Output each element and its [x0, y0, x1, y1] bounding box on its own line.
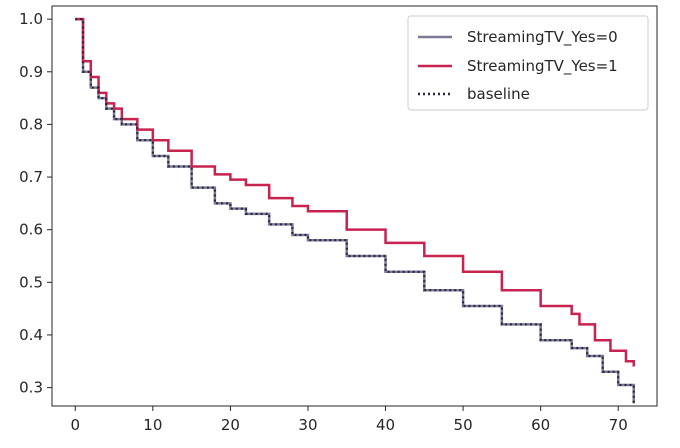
x-tick-label: 60 [531, 416, 550, 434]
x-tick-label: 10 [143, 416, 162, 434]
legend-box [407, 15, 649, 111]
x-tick-label: 0 [70, 416, 80, 434]
legend: StreamingTV_Yes=0 StreamingTV_Yes=1 base… [407, 15, 649, 111]
x-axis: 0 10 20 30 40 50 60 70 [70, 406, 628, 434]
y-tick-label: 1.0 [19, 10, 43, 28]
x-tick-label: 30 [298, 416, 317, 434]
series-layer [75, 17, 635, 404]
legend-label-0: StreamingTV_Yes=0 [467, 28, 618, 47]
y-tick-label: 0.8 [19, 115, 43, 133]
y-axis: 0.3 0.4 0.5 0.6 0.7 0.8 0.9 1.0 [19, 10, 52, 397]
y-tick-label: 0.7 [19, 168, 43, 186]
legend-label-1: StreamingTV_Yes=1 [467, 57, 618, 76]
x-tick-label: 20 [221, 416, 240, 434]
y-tick-label: 0.3 [19, 379, 43, 397]
series-line-1 [75, 17, 635, 367]
y-tick-label: 0.6 [19, 221, 43, 239]
x-tick-label: 70 [609, 416, 628, 434]
x-tick-label: 40 [376, 416, 395, 434]
legend-label-2: baseline [467, 85, 530, 103]
x-tick-label: 50 [454, 416, 473, 434]
plot-frame [51, 5, 658, 407]
y-tick-label: 0.4 [19, 326, 43, 344]
y-tick-label: 0.9 [19, 63, 43, 81]
y-tick-label: 0.5 [19, 273, 43, 291]
